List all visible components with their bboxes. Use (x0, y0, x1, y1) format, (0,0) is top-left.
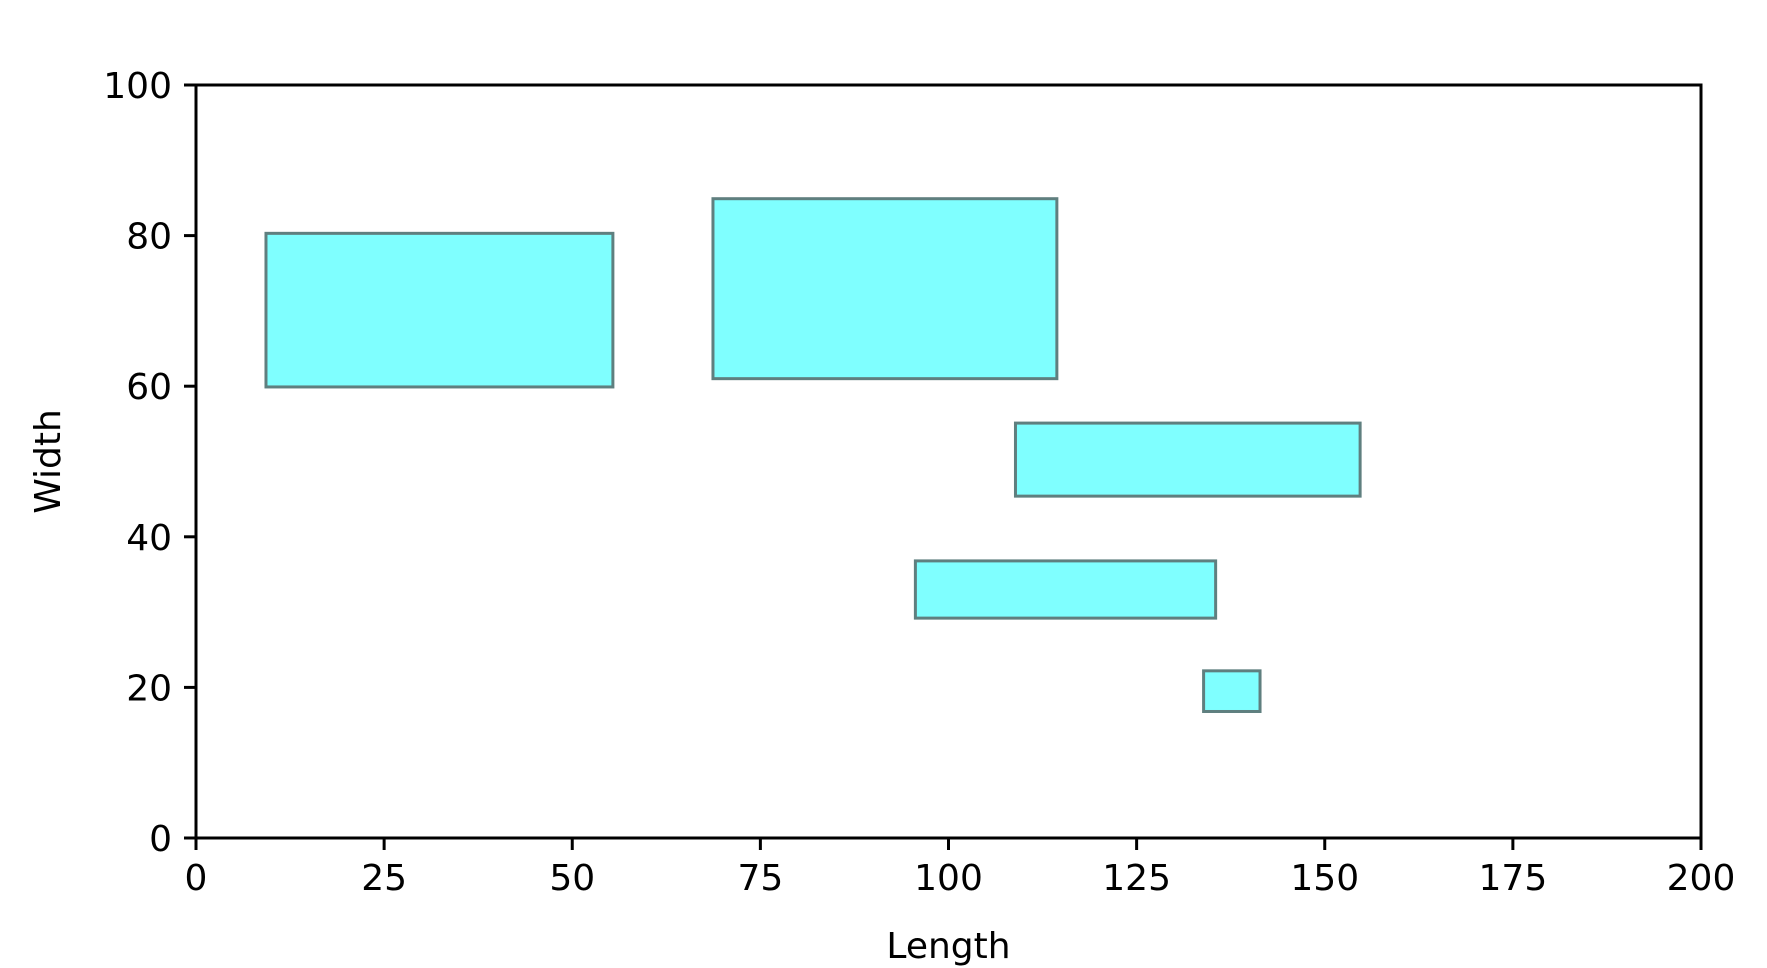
y-axis: 0 20 40 60 80 100 (103, 66, 196, 860)
x-tick-label: 75 (737, 858, 783, 899)
rectangle-4 (913, 559, 1218, 620)
rectangle-3 (1013, 421, 1362, 498)
y-tick-label: 0 (149, 819, 172, 860)
x-tick-label: 25 (361, 858, 407, 899)
x-tick-label: 200 (1667, 858, 1736, 899)
x-tick-label: 100 (914, 858, 983, 899)
x-tick-label: 125 (1102, 858, 1171, 899)
y-tick-label: 20 (126, 668, 172, 709)
x-axis: 0 25 50 75 100 125 150 175 200 (185, 838, 1736, 899)
x-tick-label: 150 (1290, 858, 1359, 899)
y-tick-label: 80 (126, 217, 172, 258)
x-tick-label: 175 (1479, 858, 1548, 899)
y-axis-label: Width (28, 409, 69, 514)
x-tick-label: 50 (549, 858, 595, 899)
y-tick-label: 40 (126, 518, 172, 559)
rectangle-5 (1202, 669, 1262, 713)
x-tick-label: 0 (185, 858, 208, 899)
x-axis-label: Length (886, 926, 1010, 967)
rectangles-layer (264, 197, 1362, 713)
rectangle-1 (264, 231, 615, 389)
y-tick-label: 60 (126, 367, 172, 408)
rectangle-2 (711, 197, 1059, 381)
y-tick-label: 100 (103, 66, 172, 107)
